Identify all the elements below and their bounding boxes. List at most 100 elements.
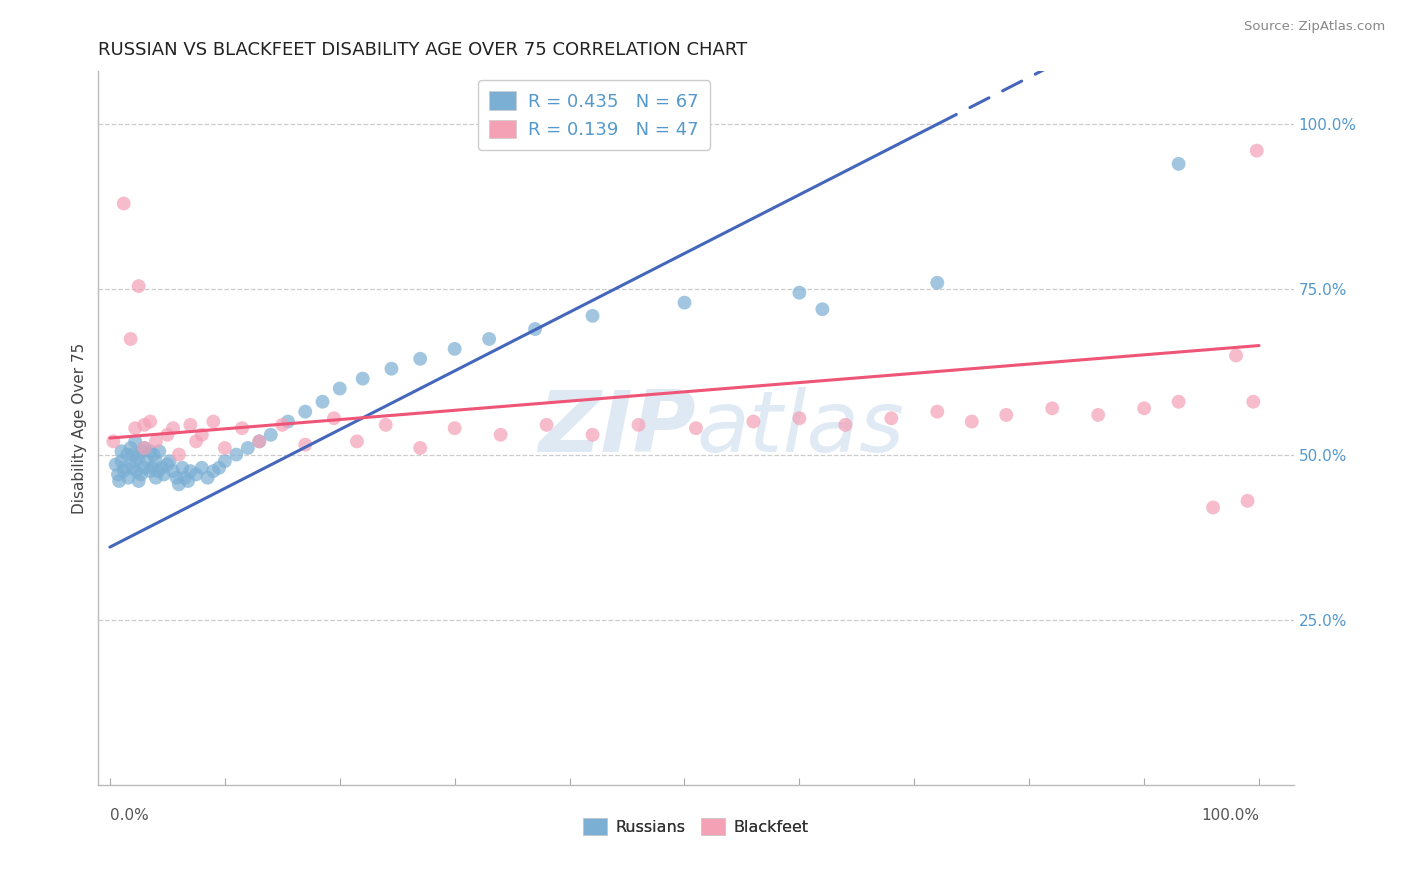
Point — [156, 458, 179, 472]
Point — [247, 434, 270, 449]
Point — [184, 467, 207, 482]
Point — [443, 421, 465, 435]
Point — [197, 471, 219, 485]
Point — [1241, 394, 1264, 409]
Point — [173, 471, 195, 485]
Point — [124, 454, 146, 468]
Point — [627, 417, 650, 432]
Point — [834, 417, 856, 432]
Point — [172, 460, 194, 475]
Point — [128, 450, 150, 465]
Point — [489, 427, 512, 442]
Point — [148, 464, 170, 478]
Point — [208, 460, 231, 475]
Point — [142, 448, 165, 462]
Point — [260, 427, 283, 442]
Point — [294, 438, 316, 452]
Point — [110, 444, 132, 458]
Point — [995, 408, 1018, 422]
Point — [811, 302, 834, 317]
Point — [134, 441, 156, 455]
Point — [294, 404, 316, 418]
Point — [120, 441, 142, 455]
Point — [927, 404, 949, 418]
Point — [128, 279, 150, 293]
Point — [124, 421, 146, 435]
Point — [108, 474, 131, 488]
Point — [166, 471, 188, 485]
Point — [214, 441, 236, 455]
Point — [673, 295, 696, 310]
Point — [112, 464, 135, 478]
Point — [323, 411, 346, 425]
Point — [409, 441, 432, 455]
Point — [191, 427, 214, 442]
Point — [271, 417, 294, 432]
Point — [1225, 349, 1247, 363]
Legend: Russians, Blackfeet: Russians, Blackfeet — [576, 812, 815, 841]
Point — [225, 448, 247, 462]
Point — [128, 474, 150, 488]
Point — [1133, 401, 1156, 416]
Point — [167, 448, 190, 462]
Point — [135, 454, 157, 468]
Point — [236, 441, 259, 455]
Point — [107, 467, 129, 482]
Point — [179, 464, 201, 478]
Point — [1040, 401, 1063, 416]
Point — [789, 285, 811, 300]
Point — [184, 434, 207, 449]
Point — [150, 460, 173, 475]
Point — [114, 460, 136, 475]
Point — [134, 460, 156, 475]
Point — [148, 444, 170, 458]
Point — [134, 441, 156, 455]
Point — [685, 421, 707, 435]
Point — [277, 415, 299, 429]
Point — [789, 411, 811, 425]
Point — [1087, 408, 1109, 422]
Point — [179, 417, 201, 432]
Point — [329, 382, 352, 396]
Point — [409, 351, 432, 366]
Point — [1202, 500, 1225, 515]
Point — [311, 394, 333, 409]
Point — [927, 276, 949, 290]
Point — [1167, 157, 1189, 171]
Point — [120, 332, 142, 346]
Point — [1236, 493, 1258, 508]
Point — [443, 342, 465, 356]
Point — [110, 454, 132, 468]
Point — [524, 322, 547, 336]
Point — [960, 415, 983, 429]
Point — [346, 434, 368, 449]
Text: 100.0%: 100.0% — [1201, 808, 1258, 823]
Point — [1246, 144, 1268, 158]
Text: atlas: atlas — [696, 386, 904, 470]
Point — [122, 460, 145, 475]
Point — [162, 464, 184, 478]
Point — [104, 458, 127, 472]
Point — [352, 371, 374, 385]
Point — [202, 464, 225, 478]
Point — [141, 460, 163, 475]
Point — [139, 415, 162, 429]
Point — [145, 454, 167, 468]
Point — [478, 332, 501, 346]
Point — [374, 417, 396, 432]
Point — [145, 434, 167, 449]
Point — [156, 427, 179, 442]
Point — [162, 421, 184, 435]
Y-axis label: Disability Age Over 75: Disability Age Over 75 — [72, 343, 87, 514]
Text: ZIP: ZIP — [538, 386, 696, 470]
Point — [581, 309, 603, 323]
Point — [742, 415, 765, 429]
Point — [145, 471, 167, 485]
Point — [129, 467, 152, 482]
Text: 0.0%: 0.0% — [110, 808, 149, 823]
Point — [115, 448, 138, 462]
Point — [131, 444, 153, 458]
Point — [117, 471, 139, 485]
Point — [380, 361, 402, 376]
Point — [125, 464, 148, 478]
